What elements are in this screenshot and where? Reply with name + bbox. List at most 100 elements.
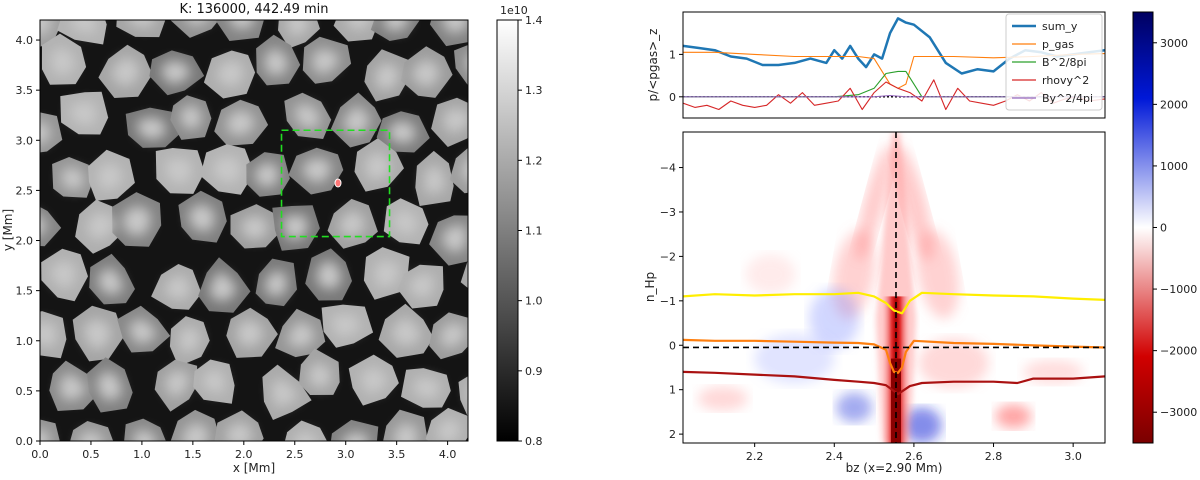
right-colorbar-label: 0 bbox=[1160, 222, 1167, 235]
granule-highlight bbox=[181, 422, 210, 441]
bz-plot-frame bbox=[682, 131, 1106, 444]
granule-highlight bbox=[294, 103, 321, 129]
granule-highlight bbox=[387, 120, 418, 144]
field-region bbox=[918, 338, 989, 389]
left-ytick-label: 4.0 bbox=[16, 34, 34, 47]
field-region bbox=[836, 392, 873, 423]
granule-highlight bbox=[442, 107, 468, 135]
left-ytick-label: 3.5 bbox=[16, 84, 34, 97]
granule bbox=[170, 20, 219, 38]
granule bbox=[284, 420, 327, 441]
granule-highlight bbox=[424, 164, 446, 195]
right-colorbar-label: −2000 bbox=[1160, 345, 1197, 358]
left-colorbar-label: 1.4 bbox=[525, 14, 543, 27]
legend-label: B^2/8pi bbox=[1042, 56, 1087, 69]
bz-xlabel: bz (x=2.90 Mm) bbox=[846, 461, 943, 475]
granule-highlight bbox=[316, 260, 342, 289]
granule-highlight bbox=[342, 431, 369, 441]
granule-highlight bbox=[188, 203, 216, 232]
granule-highlight bbox=[294, 430, 317, 441]
granule-highlight bbox=[225, 421, 254, 441]
granule-highlight bbox=[308, 361, 331, 388]
granule-highlight bbox=[241, 214, 269, 240]
granule bbox=[458, 376, 468, 418]
zoom-box bbox=[280, 129, 391, 238]
granule-highlight bbox=[331, 314, 361, 338]
left-colorbar-label: 1.2 bbox=[525, 154, 543, 167]
left-title: K: 136000, 442.49 min bbox=[179, 2, 328, 17]
bz-ytick-label: 2 bbox=[669, 428, 676, 441]
granule bbox=[333, 20, 380, 42]
granule-highlight bbox=[312, 48, 339, 75]
left-ytick-label: 0.0 bbox=[16, 435, 34, 448]
granule-highlight bbox=[360, 366, 388, 395]
left-ytick-label: 1.5 bbox=[16, 285, 34, 298]
granule-highlight bbox=[264, 47, 289, 76]
contour-line bbox=[683, 370, 1105, 396]
left-colorbar-label: 0.9 bbox=[525, 365, 543, 378]
granule-highlight bbox=[83, 318, 112, 350]
granule-highlight bbox=[59, 372, 87, 401]
granule-highlight bbox=[342, 105, 371, 136]
granule-highlight bbox=[439, 322, 466, 349]
left-ytick-label: 3.0 bbox=[16, 134, 34, 147]
field-region bbox=[697, 386, 748, 411]
bz-ytick-label: −1 bbox=[660, 295, 676, 308]
granule-highlight bbox=[441, 20, 468, 34]
granule bbox=[116, 20, 166, 38]
left-xtick-label: 0.0 bbox=[31, 448, 49, 461]
left-xtick-label: 1.5 bbox=[184, 448, 202, 461]
granule bbox=[449, 147, 468, 194]
granule-highlight bbox=[271, 377, 299, 409]
field-region bbox=[754, 333, 835, 384]
granule-highlight bbox=[202, 369, 226, 394]
right-colorbar-label: 1000 bbox=[1160, 160, 1188, 173]
granule bbox=[40, 112, 63, 153]
granule-highlight bbox=[165, 158, 193, 184]
granule-highlight bbox=[264, 270, 288, 297]
granule-highlight bbox=[345, 20, 370, 30]
field-region bbox=[809, 288, 860, 349]
legend-label: rhovy^2 bbox=[1042, 74, 1089, 87]
left-ytick-label: 2.0 bbox=[16, 235, 34, 248]
granule-highlight bbox=[441, 225, 467, 253]
granule-highlight bbox=[473, 261, 500, 287]
legend-label: By^2/4pi bbox=[1042, 92, 1093, 105]
bz-ylabel: n_Hp bbox=[643, 272, 657, 302]
left-xtick-label: 3.5 bbox=[388, 448, 406, 461]
left-plot-frame bbox=[39, 19, 469, 442]
left-ytick-label: 1.0 bbox=[16, 335, 34, 348]
granule-highlight bbox=[393, 422, 418, 441]
granule-highlight bbox=[128, 20, 155, 27]
granule-highlight bbox=[282, 214, 309, 240]
granule-highlight bbox=[61, 166, 85, 190]
left-colorbar-label: 1.3 bbox=[525, 84, 543, 97]
granule-highlight bbox=[133, 429, 157, 441]
left-ylabel: y [Mm] bbox=[1, 209, 15, 251]
granule-highlight bbox=[97, 370, 123, 401]
granule bbox=[460, 260, 468, 289]
left-colorbar-offset: 1e10 bbox=[500, 4, 528, 17]
granule-highlight bbox=[436, 417, 461, 441]
left-xlabel: x [Mm] bbox=[233, 461, 275, 475]
granule-highlight bbox=[225, 109, 256, 136]
left-colorbar-label: 1.0 bbox=[525, 295, 543, 308]
granule-highlight bbox=[40, 429, 51, 441]
granule-highlight bbox=[79, 430, 103, 441]
granule-highlight bbox=[86, 211, 116, 241]
left-xtick-label: 3.0 bbox=[337, 448, 355, 461]
granule-highlight bbox=[40, 20, 53, 36]
left-xtick-label: 1.0 bbox=[133, 448, 151, 461]
granule-highlight bbox=[69, 20, 97, 34]
contour-line bbox=[683, 338, 1105, 374]
granule-highlight bbox=[40, 122, 51, 144]
left-colorbar-label: 1.1 bbox=[525, 225, 543, 238]
granule-highlight bbox=[461, 159, 468, 181]
granule-highlight bbox=[40, 216, 49, 236]
bz-heatmap bbox=[683, 132, 1105, 443]
profile-ytick-label: 1 bbox=[669, 48, 676, 61]
granule-highlight bbox=[216, 60, 245, 87]
contour-line bbox=[683, 291, 1105, 315]
granule-highlight bbox=[51, 260, 77, 289]
bz-ytick-label: 1 bbox=[669, 384, 676, 397]
